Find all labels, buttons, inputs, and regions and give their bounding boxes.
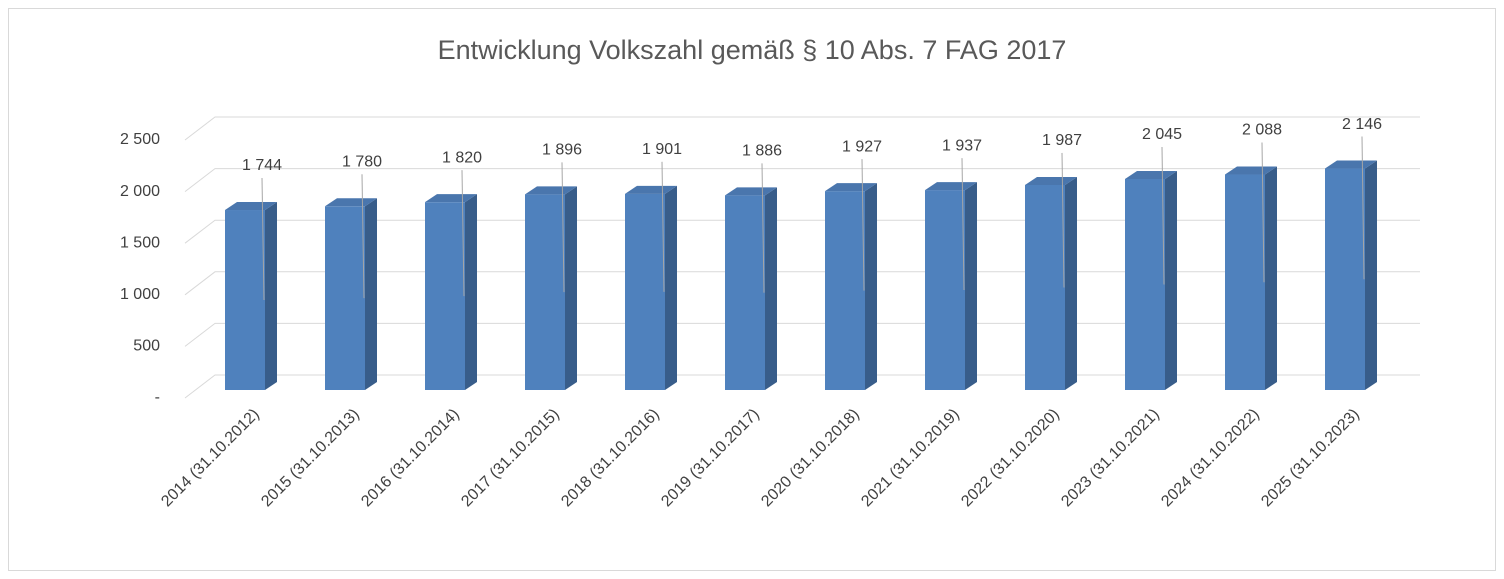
value-label: 2 146	[1342, 116, 1382, 133]
bar-top	[925, 182, 977, 191]
bar-group	[1125, 170, 1177, 390]
leader-line	[1361, 136, 1365, 280]
bar-top	[1025, 176, 1077, 185]
bar-group	[925, 182, 977, 390]
bar	[425, 202, 465, 390]
y-tick-label: -	[155, 389, 160, 406]
bar-side	[465, 194, 477, 390]
leader-line	[661, 161, 665, 292]
bar-group	[1325, 160, 1377, 390]
bar-top	[1225, 166, 1277, 175]
bar-group	[725, 187, 777, 390]
bar-group	[425, 194, 477, 390]
bar	[225, 210, 265, 390]
bar-group	[1025, 176, 1077, 390]
bar-side	[1265, 166, 1277, 390]
grid-line	[184, 168, 1420, 192]
value-label: 1 901	[642, 141, 682, 158]
value-label: 1 927	[842, 138, 882, 155]
bar-side	[1365, 160, 1377, 390]
bar	[1125, 178, 1165, 390]
grid-line	[184, 322, 1420, 347]
bar	[825, 191, 865, 390]
bar-top	[425, 194, 477, 203]
value-label: 1 937	[942, 137, 982, 154]
y-tick-label: 2 000	[120, 183, 160, 200]
y-tick-label: 1 500	[120, 234, 160, 251]
grid-line	[184, 374, 1420, 399]
value-label: 1 896	[542, 142, 582, 159]
bar	[925, 190, 965, 390]
bar-group	[825, 183, 877, 390]
bar-top	[1325, 160, 1377, 169]
leader-line	[1161, 146, 1165, 285]
bar-side	[1165, 170, 1177, 390]
value-label: 1 780	[342, 154, 382, 171]
grid-line	[184, 271, 1420, 296]
bar-top	[225, 202, 277, 211]
bar-group	[1225, 166, 1277, 390]
bar-top	[825, 183, 877, 192]
bar	[325, 206, 365, 390]
bar-group	[325, 198, 377, 390]
bar-group	[625, 185, 677, 390]
value-label: 2 088	[1242, 122, 1282, 139]
chart-title: Entwicklung Volkszahl gemäß § 10 Abs. 7 …	[438, 35, 1067, 65]
y-tick-label: 2 500	[120, 131, 160, 148]
bar-group	[225, 202, 277, 390]
leader-line	[1261, 142, 1265, 283]
bar-top	[325, 198, 377, 207]
bar	[1025, 184, 1065, 390]
y-tick-label: 1 000	[120, 286, 160, 303]
bar	[1225, 174, 1265, 390]
value-label: 2 045	[1142, 126, 1182, 143]
bar-top	[625, 185, 677, 194]
bar-side	[565, 186, 577, 390]
bar-group	[525, 186, 577, 390]
value-label: 1 744	[242, 157, 282, 174]
grid-line	[184, 116, 1420, 141]
bar	[625, 193, 665, 390]
value-label: 1 820	[442, 149, 482, 166]
bar	[525, 194, 565, 390]
bar	[725, 195, 765, 390]
leader-line	[961, 158, 965, 291]
leader-line	[261, 178, 265, 301]
bar-top	[1125, 170, 1177, 179]
leader-line	[361, 174, 365, 299]
bar-side	[765, 187, 777, 390]
leader-line	[561, 162, 565, 293]
bar-side	[665, 185, 677, 390]
value-label: 1 886	[742, 143, 782, 160]
value-label: 1 987	[1042, 132, 1082, 149]
bar-side	[265, 202, 277, 390]
grid-line	[184, 219, 1420, 244]
leader-line	[1061, 152, 1065, 288]
bar-side	[965, 182, 977, 390]
bar	[1325, 168, 1365, 390]
bar-side	[365, 198, 377, 390]
bar-top	[725, 187, 777, 196]
bar-side	[865, 183, 877, 390]
bar-side	[1065, 176, 1077, 390]
bar-top	[525, 186, 577, 195]
leader-line	[761, 163, 765, 293]
leader-line	[861, 159, 865, 291]
y-tick-label: 500	[133, 338, 160, 355]
leader-line	[461, 170, 465, 297]
